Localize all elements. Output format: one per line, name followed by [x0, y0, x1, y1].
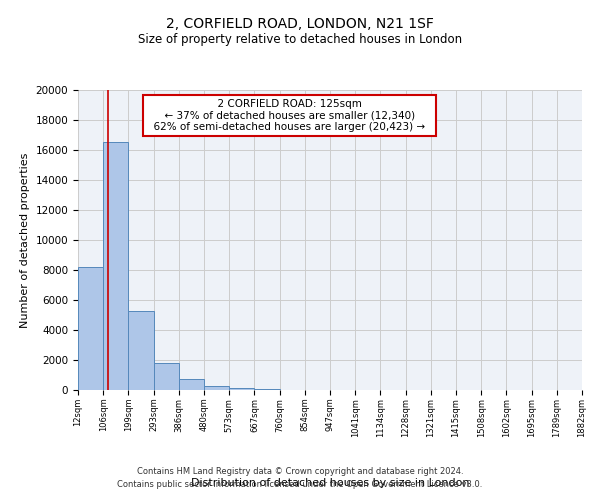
Text: 2 CORFIELD ROAD: 125sqm  
  ← 37% of detached houses are smaller (12,340)  
  62: 2 CORFIELD ROAD: 125sqm ← 37% of detache…: [148, 99, 432, 132]
Bar: [229, 388, 254, 390]
Text: 2, CORFIELD ROAD, LONDON, N21 1SF: 2, CORFIELD ROAD, LONDON, N21 1SF: [166, 18, 434, 32]
Text: Contains HM Land Registry data © Crown copyright and database right 2024.: Contains HM Land Registry data © Crown c…: [137, 467, 463, 476]
Text: Size of property relative to detached houses in London: Size of property relative to detached ho…: [138, 32, 462, 46]
Bar: [204, 386, 229, 390]
Y-axis label: Number of detached properties: Number of detached properties: [20, 152, 30, 328]
Bar: [254, 389, 280, 390]
Bar: [179, 379, 204, 390]
Bar: [103, 142, 128, 390]
Bar: [128, 310, 154, 390]
Text: Contains public sector information licensed under the Open Government Licence v3: Contains public sector information licen…: [118, 480, 482, 489]
X-axis label: Distribution of detached houses by size in London: Distribution of detached houses by size …: [191, 478, 469, 488]
Bar: [78, 267, 103, 390]
Bar: [154, 363, 179, 390]
